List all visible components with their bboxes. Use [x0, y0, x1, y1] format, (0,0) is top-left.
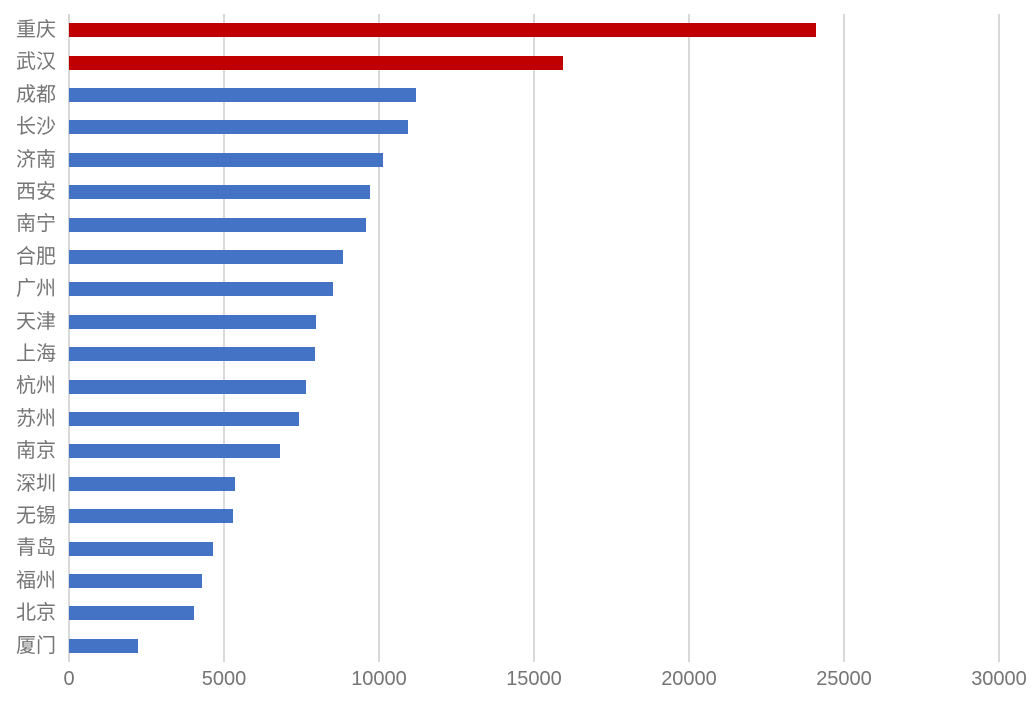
- x-axis-tick-label: 15000: [506, 668, 562, 690]
- x-axis-tick-label: 25000: [816, 668, 872, 690]
- y-axis-category-label: 天津: [16, 310, 56, 333]
- bar: [69, 476, 236, 491]
- bar: [69, 250, 343, 264]
- gridline: [68, 14, 70, 662]
- y-axis-category-label: 长沙: [16, 116, 56, 139]
- bar: [69, 88, 416, 102]
- x-axis-tick-label: 5000: [201, 668, 247, 690]
- y-axis-category-label: 南宁: [16, 213, 56, 236]
- bar: [69, 541, 213, 556]
- y-axis-category-label: 杭州: [16, 375, 56, 398]
- y-axis-category-label: 济南: [16, 148, 56, 171]
- bar: [69, 152, 383, 167]
- bar: [69, 120, 408, 135]
- y-axis-category-label: 重庆: [16, 19, 56, 41]
- bar: [69, 574, 203, 588]
- y-axis-category-label: 南京: [16, 440, 56, 463]
- gridline: [843, 14, 845, 662]
- bar: [69, 282, 333, 297]
- x-axis-labels: 0 5000 10000 15000 20000 25000 30000: [0, 668, 1036, 698]
- y-axis-category-label: 上海: [16, 343, 56, 365]
- bar: [69, 23, 817, 38]
- bar: [69, 638, 139, 653]
- bar: [69, 509, 233, 524]
- gridline: [378, 14, 380, 662]
- y-axis-category-label: 厦门: [16, 634, 56, 657]
- bar: [69, 444, 281, 459]
- x-axis-tick-label: 20000: [661, 668, 717, 690]
- y-axis-category-label: 福州: [16, 569, 56, 592]
- x-axis-tick-label: 10000: [351, 668, 407, 690]
- y-axis-category-label: 北京: [16, 602, 56, 625]
- bar: [69, 412, 300, 426]
- bar: [69, 55, 564, 70]
- gridline: [998, 14, 1000, 662]
- x-axis-tick-label: 30000: [971, 668, 1027, 690]
- y-axis-category-label: 武汉: [16, 51, 56, 74]
- plot-area: [68, 14, 1000, 662]
- y-axis-category-label: 广州: [16, 278, 56, 301]
- y-axis-category-label: 深圳: [16, 472, 56, 495]
- y-axis-category-label: 西安: [16, 181, 56, 203]
- bar: [69, 606, 195, 621]
- bar: [69, 379, 307, 394]
- gridline: [223, 14, 225, 662]
- y-axis-category-label: 苏州: [16, 407, 56, 430]
- gridline: [533, 14, 535, 662]
- x-axis-tick-label: 0: [63, 668, 75, 690]
- bar: [69, 185, 371, 200]
- gridline: [688, 14, 690, 662]
- bar: [69, 347, 316, 362]
- y-axis-category-label: 成都: [16, 83, 56, 106]
- y-axis-labels: 重庆武汉成都长沙济南西安南宁合肥广州天津上海杭州苏州南京深圳无锡青岛福州北京厦门: [0, 14, 56, 662]
- y-axis-category-label: 合肥: [16, 245, 56, 268]
- bar: [69, 314, 317, 329]
- y-axis-category-label: 青岛: [16, 537, 56, 560]
- y-axis-category-label: 无锡: [16, 505, 56, 527]
- bar: [69, 217, 366, 232]
